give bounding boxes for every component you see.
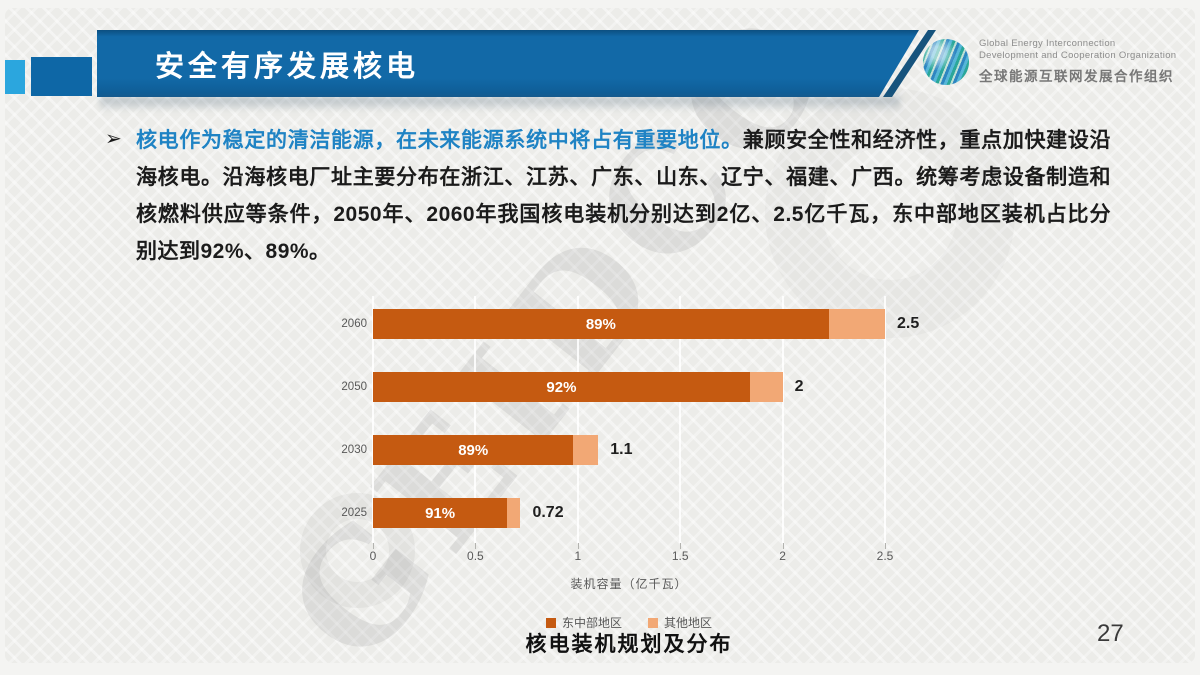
x-tick-label: 1	[574, 549, 582, 563]
axis-tick	[680, 543, 682, 549]
total-label: 2	[794, 378, 804, 395]
year-label: 2050	[341, 381, 367, 393]
bar-segment-other	[573, 435, 599, 465]
stacked-bar: 89%	[373, 309, 885, 339]
bullet-paragraph: ➢ 核电作为稳定的清洁能源，在未来能源系统中将占有重要地位。兼顾安全性和经济性，…	[105, 122, 1111, 270]
logo-english-line1: Global Energy Interconnection	[979, 38, 1116, 49]
header-accent-light-square	[5, 60, 25, 94]
bar-row: 2025 91% 0.72	[341, 498, 885, 528]
stacked-bar: 91%	[373, 498, 521, 528]
x-tick-label: 1.5	[671, 549, 689, 563]
bar-segment-other	[749, 372, 783, 402]
page-number: 27	[1097, 620, 1124, 647]
logo-english-line2: Development and Cooperation Organization	[979, 50, 1177, 61]
slide: GEIDCO 安全有序发展核电 Global Energy Interconne…	[5, 8, 1195, 663]
gridline	[576, 296, 579, 543]
bar-row: 2050 92% 2	[341, 372, 885, 402]
bar-segment-east-central: 91%	[373, 498, 508, 528]
bar-chart: 0 0.5 1 1.5 2 2.5 2060 89% 2.5 2050 92% 2 2030 89% 1.1…	[335, 296, 995, 631]
gridline	[679, 296, 682, 543]
axis-tick	[373, 543, 374, 549]
total-label: 1.1	[610, 441, 633, 458]
x-tick-label: 0	[369, 549, 377, 563]
highlighted-statement: 核电作为稳定的清洁能源，在未来能源系统中将占有重要地位。	[136, 129, 743, 152]
bar-segment-east-central: 89%	[373, 435, 574, 465]
axis-tick	[475, 543, 477, 549]
arrow-bullet-icon: ➢	[105, 128, 122, 150]
bar-segment-east-central: 89%	[373, 309, 829, 339]
chart-plot-area: 0 0.5 1 1.5 2 2.5 2060 89% 2.5 2050 92% 2 2030 89% 1.1…	[341, 296, 919, 563]
stacked-bar: 89%	[373, 435, 599, 465]
bar-segment-east-central: 92%	[373, 372, 750, 402]
chart-legend: 东中部地区 其他地区	[373, 614, 885, 631]
legend-label: 东中部地区	[561, 616, 622, 630]
header-accent-dark-square	[31, 57, 92, 96]
share-label: 91%	[425, 504, 456, 522]
slide-title-banner: 安全有序发展核电	[97, 30, 919, 97]
gridline	[781, 296, 784, 543]
x-tick-label: 0.5	[467, 549, 484, 563]
gridline	[372, 296, 374, 543]
share-label: 92%	[546, 378, 577, 396]
x-tick-label: 2	[779, 549, 786, 563]
bar-segment-other	[828, 309, 885, 339]
gridline	[474, 296, 477, 543]
body-statement: 兼顾安全性和经济性，重点加快建设沿海核电。沿海核电厂址主要分布在浙江、江苏、广东…	[136, 129, 1112, 263]
legend-item: 东中部地区	[545, 614, 622, 631]
x-tick-label: 2.5	[876, 549, 894, 563]
total-label: 0.72	[532, 504, 564, 521]
logo-chinese-name: 全球能源互联网发展合作组织	[979, 69, 1174, 84]
x-axis-title: 装机容量（亿千瓦）	[570, 577, 688, 591]
gridline	[884, 296, 886, 543]
chart-caption: 核电装机规划及分布	[525, 633, 733, 656]
total-label: 2.5	[897, 315, 920, 332]
stacked-bar: 92%	[373, 372, 783, 402]
year-label: 2060	[341, 318, 367, 330]
legend-item: 其他地区	[648, 614, 712, 631]
geidco-logo: Global Energy Interconnection Developmen…	[923, 38, 1176, 85]
bar-segment-other	[507, 498, 521, 528]
axis-tick	[577, 543, 579, 549]
header-shadow	[100, 97, 900, 112]
bar-row: 2060 89% 2.5	[341, 309, 919, 339]
share-label: 89%	[458, 441, 489, 459]
axis-tick	[885, 543, 886, 549]
year-label: 2025	[341, 507, 367, 519]
legend-label: 其他地区	[664, 616, 713, 630]
year-label: 2030	[341, 444, 367, 456]
bar-row: 2030 89% 1.1	[341, 435, 885, 465]
globe-icon	[923, 38, 969, 85]
slide-title: 安全有序发展核电	[155, 50, 420, 83]
body-text: 核电作为稳定的清洁能源，在未来能源系统中将占有重要地位。兼顾安全性和经济性，重点…	[136, 122, 1111, 270]
logo-text: Global Energy Interconnection Developmen…	[979, 38, 1176, 85]
axis-tick	[782, 543, 784, 549]
share-label: 89%	[585, 315, 616, 333]
legend-swatch	[545, 617, 556, 628]
legend-swatch	[648, 617, 658, 628]
